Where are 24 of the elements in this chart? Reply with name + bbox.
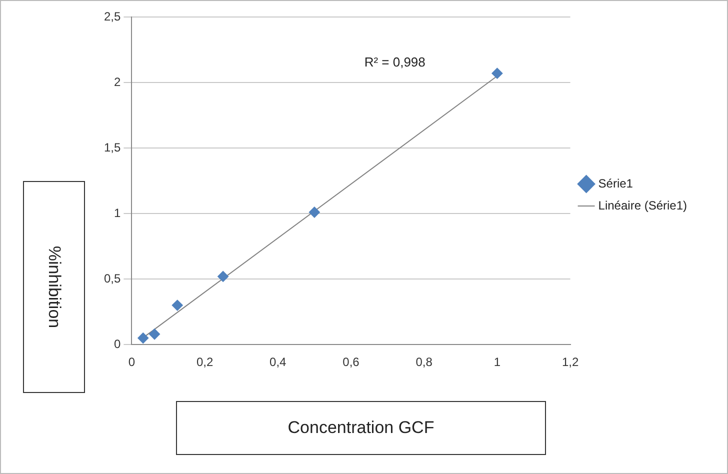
x-tick-label: 0,8 (416, 355, 433, 370)
y-tick-label: 1,5 (104, 140, 121, 154)
point (218, 270, 229, 282)
point (172, 300, 183, 311)
y-tick-label: 1 (114, 206, 121, 220)
legend-label: Série1 (598, 176, 634, 190)
x-tick-label: 0,6 (342, 355, 360, 370)
x-axis-title: Concentration GCF (176, 401, 546, 455)
x-tick-label: 1,2 (562, 355, 579, 370)
point (308, 206, 320, 218)
point (492, 68, 503, 79)
x-tick-label: 1 (494, 355, 501, 370)
point (149, 328, 160, 340)
y-axis-title: %inhibition (44, 246, 64, 328)
x-tick-label: 0,4 (270, 355, 287, 370)
annotation: R² = 0,998 (364, 54, 426, 70)
point (138, 332, 149, 344)
y-tick-label: 0,5 (104, 271, 121, 286)
y-tick-label: 0 (114, 336, 121, 351)
y-tick-label: 2,5 (104, 9, 121, 24)
y-tick-label: 2 (114, 74, 121, 89)
x-tick-label: 0,2 (196, 355, 214, 370)
legend-label: Linéaire (Série1) (598, 198, 688, 212)
x-tick-label: 0 (128, 355, 136, 370)
